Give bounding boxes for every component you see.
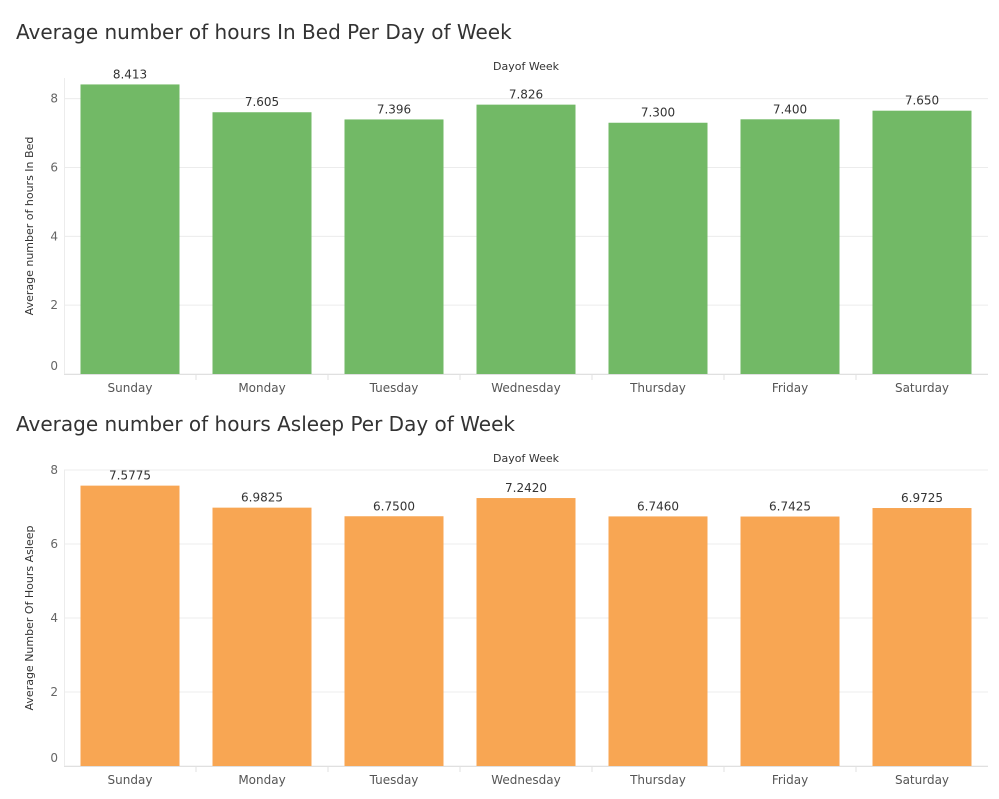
x-category-label: Monday [238,381,285,395]
y-tick-label: 2 [50,298,58,312]
x-axis-title: Dayof Week [493,60,560,73]
bar-value-label: 7.826 [509,88,543,102]
y-axis-title: Average number of hours In Bed [23,137,36,316]
bar[interactable] [80,84,180,374]
y-tick-label: 2 [50,685,58,699]
x-category-label: Monday [238,773,285,787]
bar-value-label: 7.5775 [109,469,151,483]
bar-value-label: 6.7425 [769,500,811,514]
x-category-label: Tuesday [369,773,419,787]
x-category-label: Friday [772,381,808,395]
bar[interactable] [740,516,840,766]
x-category-label: Wednesday [491,773,560,787]
bar-value-label: 7.400 [773,102,807,116]
bar-value-label: 6.7460 [637,499,679,513]
x-category-label: Thursday [629,381,686,395]
bar-value-label: 7.300 [641,106,675,120]
bar-value-label: 8.413 [113,67,147,81]
bar-value-label: 6.9825 [241,491,283,505]
x-category-label: Saturday [895,381,949,395]
bar[interactable] [872,508,972,766]
y-tick-label: 0 [50,751,58,765]
x-category-label: Tuesday [369,381,419,395]
y-tick-label: 6 [50,537,58,551]
y-axis-title: Average Number Of Hours Asleep [23,526,36,711]
y-tick-label: 6 [50,160,58,174]
chart-title: Average number of hours Asleep Per Day o… [16,412,515,436]
bar-value-label: 7.650 [905,94,939,108]
x-axis-title: Dayof Week [493,452,560,465]
bar[interactable] [476,498,576,766]
chart-title: Average number of hours In Bed Per Day o… [16,20,512,44]
bar[interactable] [344,516,444,766]
bar-value-label: 7.605 [245,95,279,109]
bar[interactable] [872,110,972,374]
x-category-label: Thursday [629,773,686,787]
chart-in-bed: Average number of hours In Bed Per Day o… [16,20,988,395]
y-tick-label: 8 [50,92,58,106]
y-tick-label: 4 [50,229,58,243]
y-tick-label: 8 [50,463,58,477]
x-category-label: Sunday [108,381,153,395]
bar[interactable] [608,122,708,374]
bar-value-label: 6.9725 [901,491,943,505]
bar-value-label: 7.2420 [505,481,547,495]
x-category-label: Sunday [108,773,153,787]
bar[interactable] [608,516,708,766]
bar[interactable] [80,485,180,766]
x-category-label: Saturday [895,773,949,787]
chart-asleep: Average number of hours Asleep Per Day o… [0,400,999,799]
x-category-label: Friday [772,773,808,787]
bar[interactable] [212,112,312,374]
bar[interactable] [740,119,840,374]
bar[interactable] [212,507,312,766]
bar-chart-asleep: Dayof Week 0 2 4 6 8 Average Number Of Hours A… [23,452,988,787]
y-tick-label: 4 [50,611,58,625]
bar-value-label: 7.396 [377,102,411,116]
bar-value-label: 6.7500 [373,499,415,513]
y-tick-label: 0 [50,359,58,373]
x-category-label: Wednesday [491,381,560,395]
bar-chart-in-bed: Dayof Week 0 2 4 6 8 Average number of hours I… [23,60,988,395]
bar[interactable] [476,104,576,374]
bar[interactable] [344,119,444,374]
